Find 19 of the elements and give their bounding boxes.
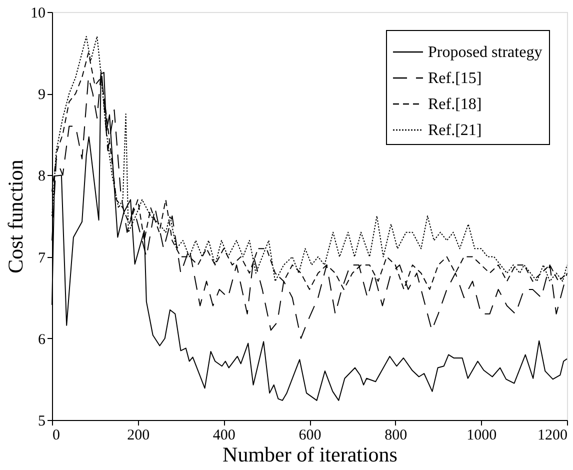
x-tick-label: 800 <box>384 428 408 444</box>
x-tick-label: 0 <box>52 428 60 444</box>
legend-label: Ref.[15] <box>428 70 482 87</box>
x-tick-label: 1200 <box>538 428 568 444</box>
y-tick-label: 5 <box>38 414 46 430</box>
x-tick-label: 200 <box>127 428 150 444</box>
legend-label: Ref.[18] <box>428 96 482 113</box>
x-axis-title: Number of iterations <box>222 442 398 466</box>
y-tick-label: 10 <box>30 6 46 22</box>
y-axis-title: Cost function <box>4 159 28 274</box>
y-tick-label: 8 <box>38 168 46 185</box>
x-tick-label: 400 <box>212 428 236 444</box>
y-tick-label: 6 <box>38 332 46 348</box>
legend-label: Proposed strategy <box>428 44 542 61</box>
y-tick-label: 9 <box>38 87 46 104</box>
x-tick-label: 600 <box>298 428 322 444</box>
x-tick-label: 1000 <box>466 428 497 444</box>
legend-label: Ref.[21] <box>428 122 482 139</box>
y-tick-label: 7 <box>38 250 46 266</box>
